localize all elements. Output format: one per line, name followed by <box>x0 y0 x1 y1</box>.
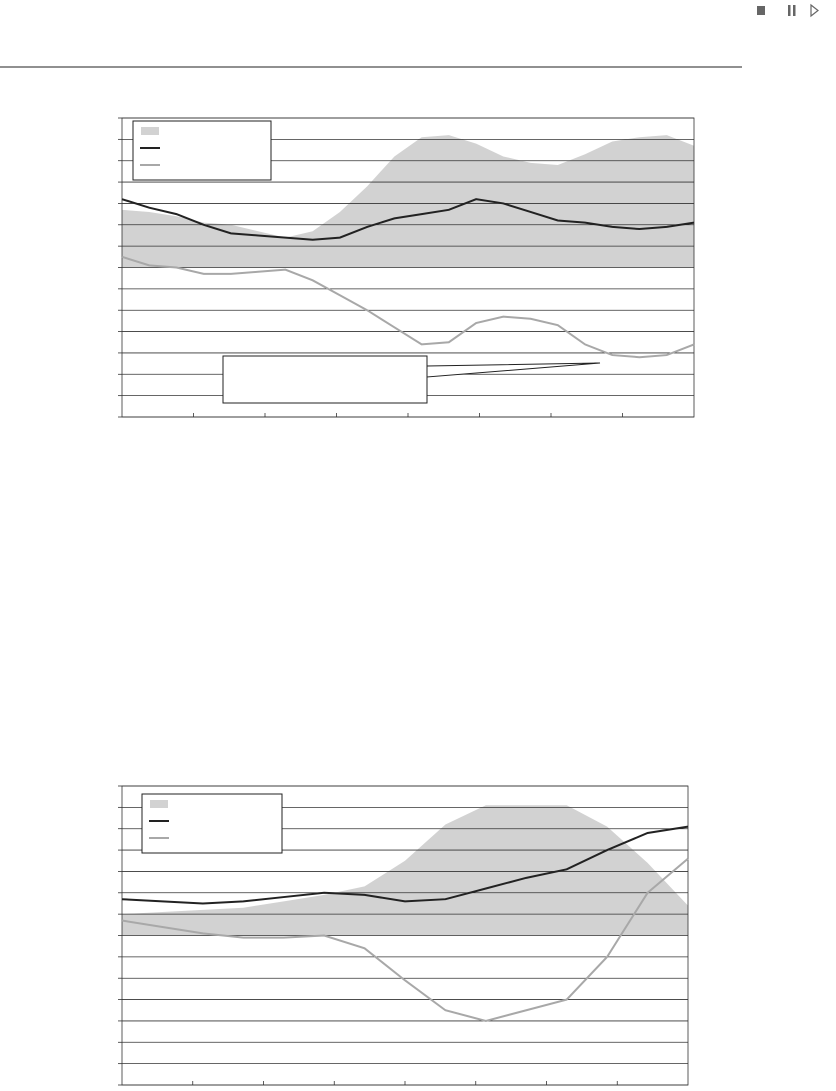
line <box>121 825 689 905</box>
stop-icon[interactable] <box>757 6 765 15</box>
legend-swatch <box>141 127 159 135</box>
plot-area <box>118 117 695 418</box>
play-icon[interactable] <box>810 3 819 18</box>
legend-swatch <box>150 800 168 808</box>
area <box>122 135 694 268</box>
legend <box>141 793 283 854</box>
pause-icon <box>793 5 796 16</box>
pause-icon[interactable] <box>788 5 791 16</box>
plot-area <box>118 785 689 1086</box>
legend <box>132 120 272 181</box>
chart <box>118 785 689 1086</box>
line <box>121 198 695 241</box>
annotation-callout <box>426 362 601 378</box>
annotation-box <box>222 355 428 404</box>
line <box>121 857 689 1022</box>
chart <box>118 117 695 418</box>
area <box>122 805 688 936</box>
line <box>121 255 695 359</box>
